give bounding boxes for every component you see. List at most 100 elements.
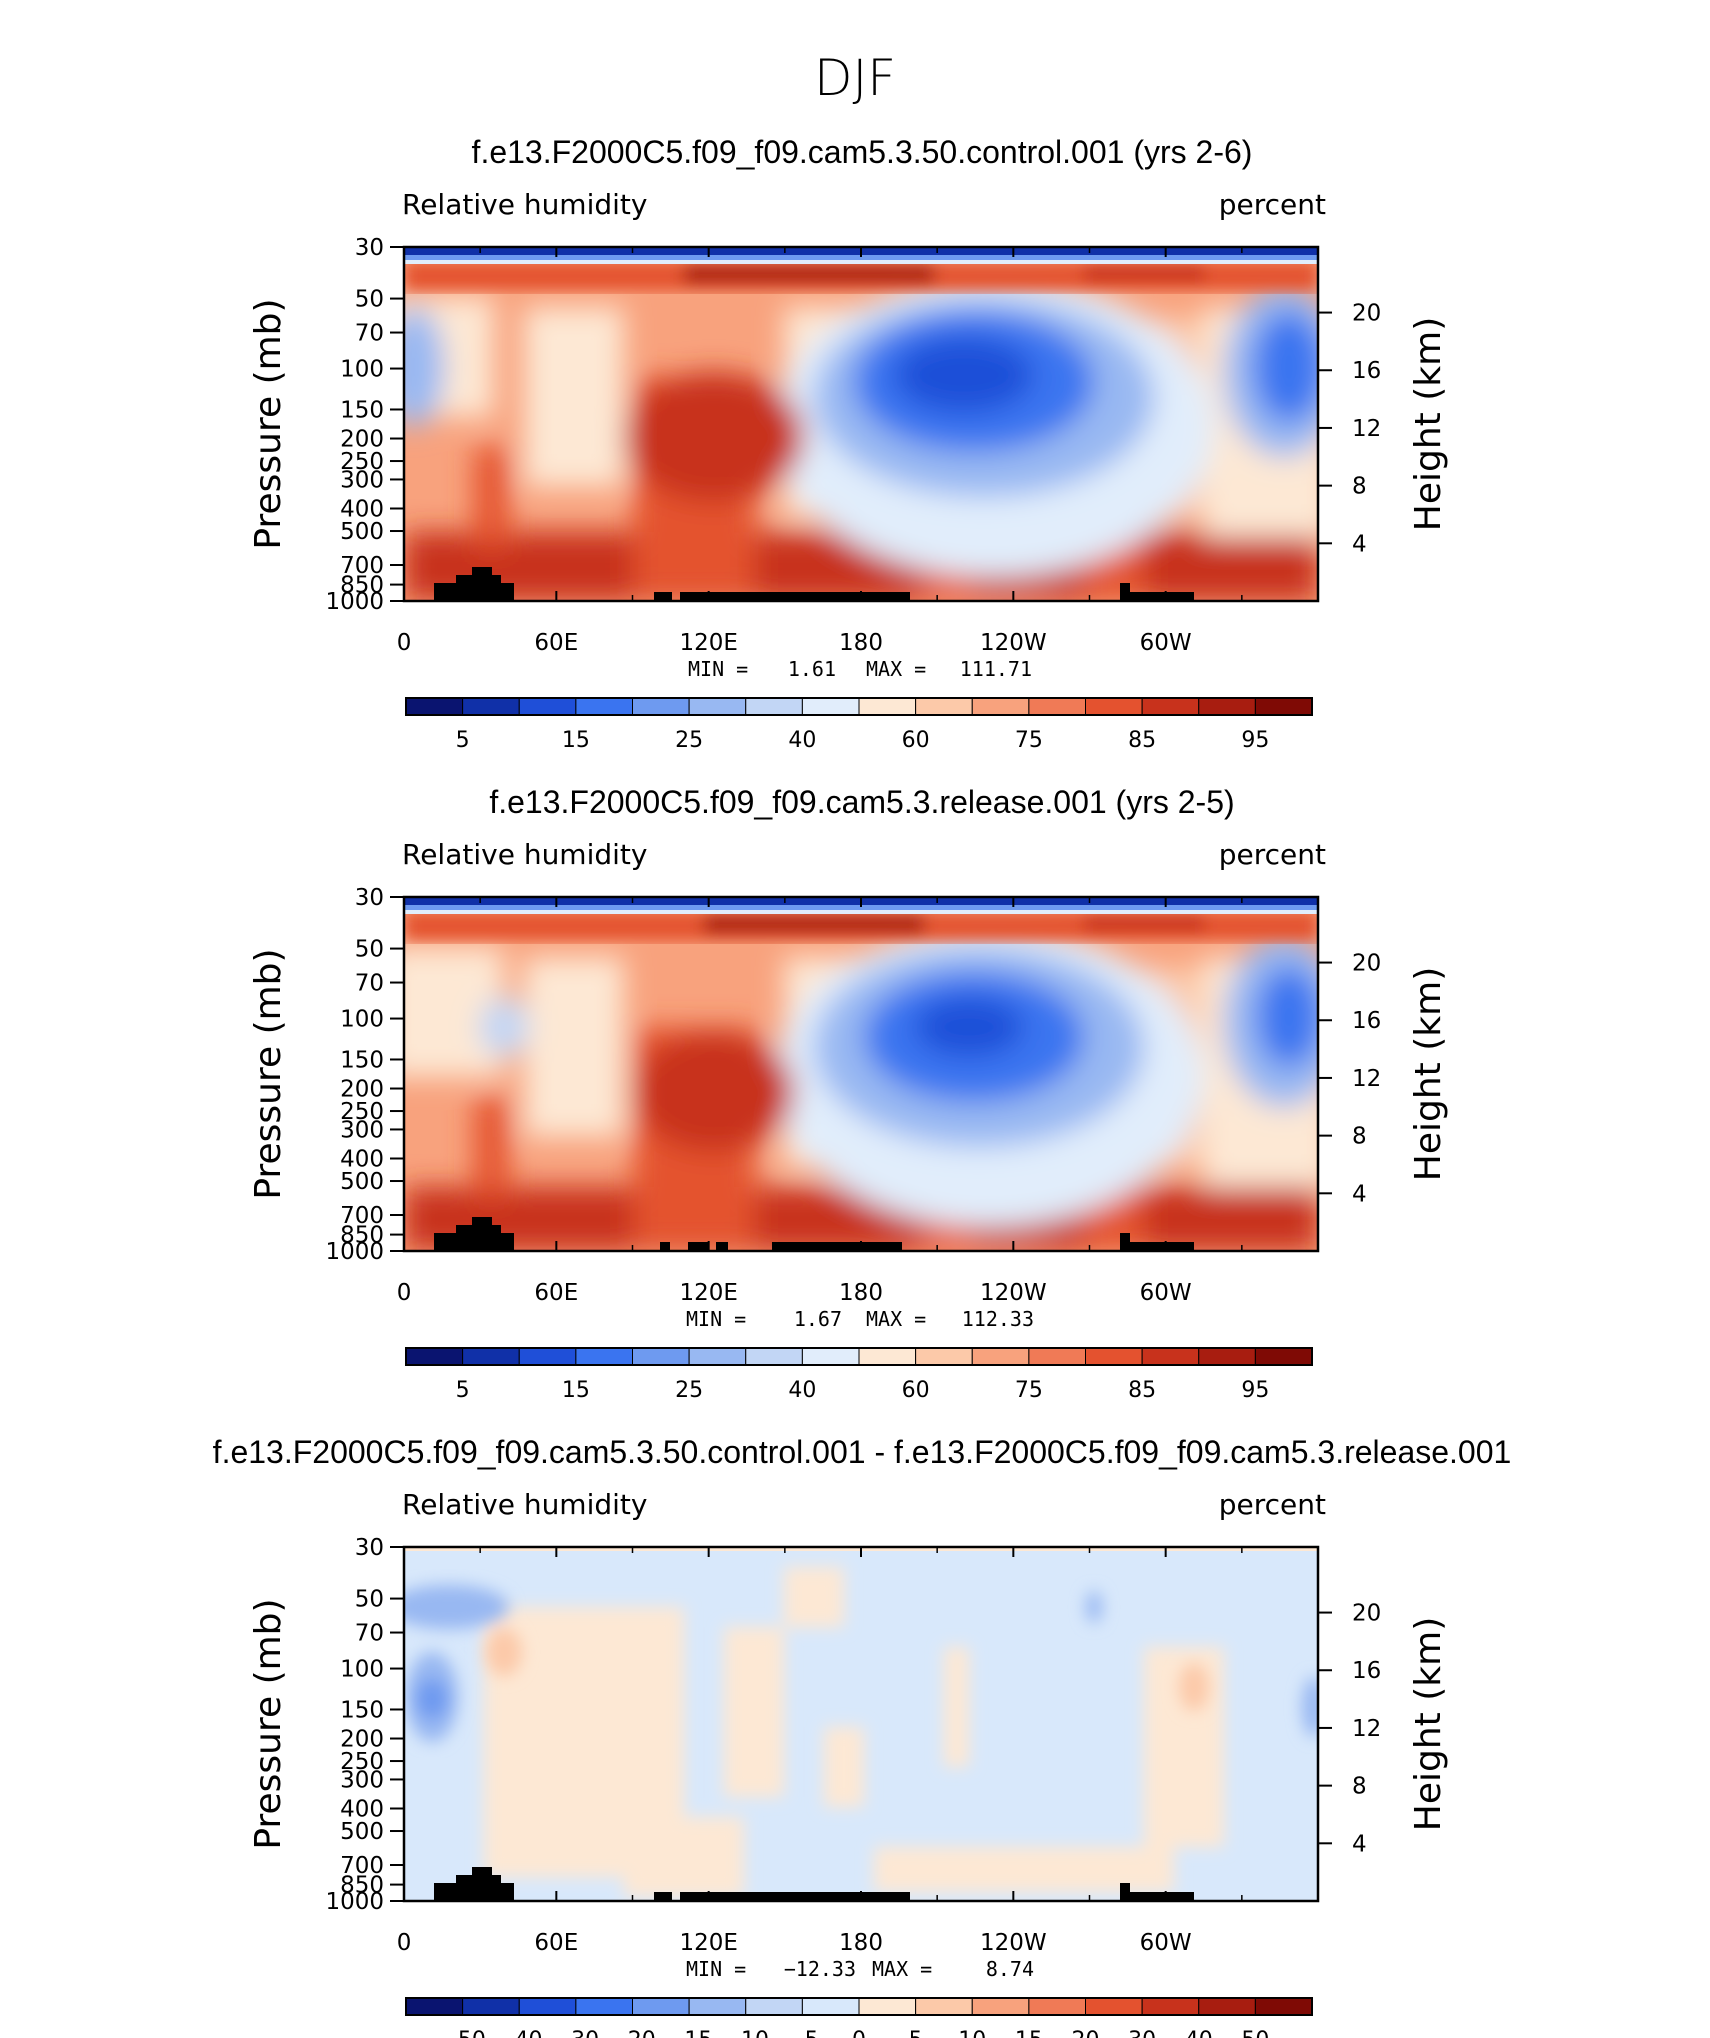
panel-3-colorbar-box [915,1997,973,2016]
panel-2-y-tick-label: 200 [340,1077,384,1103]
panel-3-y-tick-label: 100 [340,1657,384,1683]
panel-3-stats-max-label: MAX = [872,1957,932,1981]
panel-1-colorbar-label: 60 [902,728,930,753]
panel-3-colorbar-box [462,1997,520,2016]
panel-3-y-tick-label: 500 [340,1819,384,1845]
panel-1-colorbar-box [1198,697,1256,716]
panel-1-height-tick-label: 20 [1352,301,1381,327]
panel-3-height-tick-label: 8 [1352,1774,1367,1800]
panel-2-y-tick-label: 50 [355,937,384,963]
panel-2-ylabel-right: Height (km) [1408,967,1449,1181]
panel-2-stats-min: 1.67 [794,1307,842,1331]
panel-3-colorbar-box [1254,1997,1313,2016]
panel-2-colorbar-box [632,1347,690,1366]
panel-3-stats-min-label: MIN = [686,1957,746,1981]
panel-3-topography [434,1867,1194,1901]
panel-1-colorbar-label: 25 [675,728,703,753]
panel-1: f.e13.F2000C5.f09_f09.cam5.3.50.control.… [248,134,1449,753]
panel-2-y-tick-label: 500 [340,1169,384,1195]
panel-2-y-tick-label: 850 [340,1223,384,1249]
panel-3: f.e13.F2000C5.f09_f09.cam5.3.50.control.… [213,1434,1512,2038]
panel-2-x-tick-label: 180 [839,1280,883,1306]
panel-2-colorbar-box [971,1347,1030,1366]
panel-1-y-tick-label: 70 [355,321,384,347]
panel-3-colorbar-box [1085,1997,1143,2016]
panel-3-colorbar-frame [405,1997,1313,2016]
panel-1-colorbar-label: 95 [1241,728,1269,753]
panel-2-colorbar-box [1028,1347,1086,1366]
panel-3-y-tick-label: 50 [355,1587,384,1613]
panel-3-colorbar-box [632,1997,690,2016]
panel-1-y-tick-label: 1000 [325,589,384,615]
panel-1-colorbar-box [915,697,973,716]
panel-1-left-string: Relative humidity [402,188,647,221]
panel-3-y-tick-label: 400 [340,1796,384,1822]
panel-2-height-tick-label: 12 [1352,1066,1381,1092]
panel-2-colorbar: 5 15 25 40 60 75 85 95 [405,1347,1313,1403]
panel-3-y-tick-label: 70 [355,1621,384,1647]
panel-2-colorbar-box [1198,1347,1256,1366]
panel-1-colorbar-label: 75 [1015,728,1043,753]
panel-3-colorbar-box [971,1997,1030,2016]
panel-2: f.e13.F2000C5.f09_f09.cam5.3.release.001… [248,784,1449,1403]
panel-3-colorbar-label: 50 [1241,2028,1269,2038]
panel-3-colorbar-label: −40 [496,2028,542,2038]
panel-1-height-tick-label: 16 [1352,358,1381,384]
panel-2-colorbar-label: 15 [562,1378,590,1403]
panel-1-y-tick-label: 500 [340,519,384,545]
panel-2-colorbar-box [801,1347,860,1366]
panel-2-colorbar-box [405,1347,464,1366]
panel-2-y-tick-label: 250 [340,1099,384,1125]
panel-2-x-tick-label: 120E [679,1280,737,1306]
panel-1-colorbar-box [858,697,917,716]
panel-2-right-string: percent [1219,838,1326,871]
panel-2-colorbar-box [915,1347,973,1366]
panel-3-x-tick-label: 120W [980,1930,1047,1956]
panel-2-y-tick-label: 400 [340,1146,384,1172]
panel-1-y-tick-label: 250 [340,449,384,475]
panel-3-y-tick-label: 150 [340,1697,384,1723]
panel-1-x-tick-label: 180 [839,630,883,656]
panel-3-left-string: Relative humidity [402,1488,647,1521]
panel-1-colorbar-label: 15 [562,728,590,753]
panel-3-colorbar-label: −10 [723,2028,769,2038]
panel-3-x-tick-label: 120E [679,1930,737,1956]
panel-3-colorbar-label: −15 [666,2028,712,2038]
panel-1-stats-max: 111.71 [960,657,1032,681]
panel-3-y-tick-label: 200 [340,1727,384,1753]
panel-1-colorbar-box [971,697,1030,716]
panel-1-height-tick-label: 8 [1352,474,1367,500]
panel-3-colorbar-box [801,1997,860,2016]
panel-3-colorbar-label: −5 [786,2028,818,2038]
panel-3-colorbar-label: 15 [1015,2028,1043,2038]
panel-3-right-string: percent [1219,1488,1326,1521]
panel-2-colorbar-label: 60 [902,1378,930,1403]
panel-3-colorbar-label: 5 [909,2028,923,2038]
panel-2-stats-max-label: MAX = [866,1307,926,1331]
panel-3-colorbar-label: 40 [1185,2028,1213,2038]
panel-1-colorbar-box [632,697,690,716]
panel-1-ylabel: Pressure (mb) [248,298,289,549]
panel-2-height-tick-label: 8 [1352,1124,1367,1150]
panel-2-y-tick-label: 100 [340,1007,384,1033]
panel-2-colorbar-box [745,1347,803,1366]
panel-2-colorbar-box [1085,1347,1143,1366]
panel-3-x-tick-label: 0 [397,1930,412,1956]
panel-1-height-tick-label: 4 [1352,531,1367,557]
panel-2-colorbar-box [688,1347,747,1366]
panel-2-title: f.e13.F2000C5.f09_f09.cam5.3.release.001… [489,784,1234,820]
panel-1-x-tick-label: 60E [534,630,578,656]
panel-1-colorbar-box [745,697,803,716]
panel-2-stats-min-label: MIN = [686,1307,746,1331]
panel-2-colorbar-box [1141,1347,1200,1366]
panel-3-height-tick-label: 16 [1352,1658,1381,1684]
panel-3-colorbar-label: −30 [553,2028,599,2038]
panel-2-colorbar-label: 5 [456,1378,470,1403]
panel-2-colorbar-box [575,1347,633,1366]
panel-3-colorbar-label: −20 [609,2028,655,2038]
panel-2-colorbar-box [462,1347,520,1366]
panel-1-height-tick-label: 12 [1352,416,1381,442]
